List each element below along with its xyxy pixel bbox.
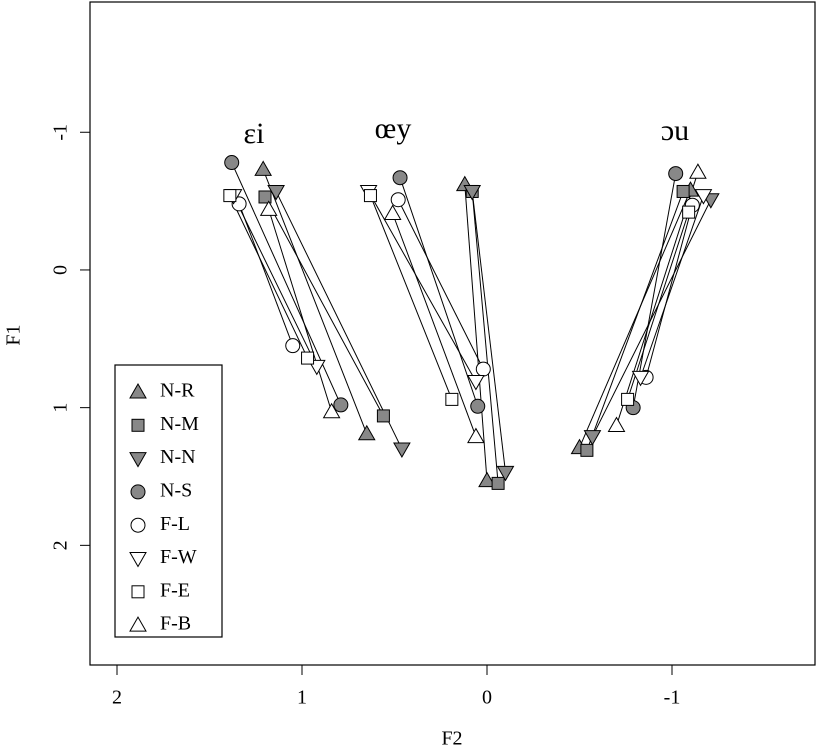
trajectory-line: [229, 195, 309, 359]
point: [224, 155, 240, 171]
y-tick-label: -1: [50, 124, 72, 141]
legend-marker: [129, 452, 147, 468]
point: [689, 163, 707, 179]
trajectory-line: [586, 191, 684, 451]
legend-marker: [129, 552, 147, 568]
point: [694, 189, 713, 205]
legend-label: F-L: [160, 513, 190, 535]
point: [478, 471, 496, 488]
trajectory-line: [579, 189, 691, 448]
plot-frame: [89, 1, 816, 666]
trajectory-line: [397, 199, 484, 370]
legend-label: N-M: [160, 413, 199, 435]
trajectory-line: [275, 191, 403, 450]
point: [491, 476, 505, 490]
legend-label: N-S: [160, 479, 192, 501]
trajectory-line: [369, 195, 453, 400]
trajectory-line: [392, 213, 477, 437]
point: [223, 189, 237, 203]
point: [607, 416, 626, 433]
point: [676, 184, 690, 198]
legend-label: F-B: [160, 613, 191, 635]
point: [467, 374, 485, 391]
point: [390, 192, 406, 208]
y-tick-label: 2: [50, 540, 72, 550]
trajectory-line: [471, 191, 506, 473]
point: [475, 361, 491, 377]
trajectory-line: [464, 184, 488, 481]
trajectory-line: [640, 195, 704, 378]
annotation: œy: [375, 112, 412, 145]
legend-marker: [130, 517, 146, 533]
point: [333, 397, 349, 413]
y-axis-title: F1: [3, 324, 25, 345]
point: [445, 392, 459, 406]
point: [258, 190, 272, 204]
point: [392, 170, 408, 186]
y-tick-label: 1: [50, 403, 72, 413]
point: [631, 370, 650, 387]
legend-marker: [130, 484, 146, 500]
trajectory-line: [238, 203, 294, 346]
point: [393, 442, 411, 458]
trajectory-line: [471, 191, 499, 484]
trajectory-line: [645, 205, 693, 378]
legend-label: N-R: [160, 380, 195, 402]
x-tick-label: 0: [482, 687, 492, 709]
trajectory-line: [233, 195, 318, 367]
legend-label: F-E: [160, 579, 190, 601]
trajectory-line: [627, 211, 690, 400]
legend-marker: [129, 382, 147, 399]
x-axis-title: F2: [441, 728, 462, 750]
trajectory-line: [592, 199, 712, 437]
point: [682, 205, 696, 219]
trajectory-line: [262, 169, 368, 434]
point: [254, 160, 273, 176]
trajectory-line: [632, 173, 677, 408]
point: [583, 430, 602, 446]
point: [470, 398, 486, 414]
point: [383, 204, 402, 220]
y-tick-label: 0: [50, 265, 72, 275]
x-tick-label: 1: [297, 687, 307, 709]
x-tick-label: 2: [112, 687, 122, 709]
point: [363, 189, 377, 203]
annotation: εi: [244, 117, 265, 150]
point: [496, 465, 515, 482]
point: [285, 338, 301, 354]
point: [322, 402, 341, 419]
point: [467, 427, 485, 444]
legend-marker: [131, 585, 145, 599]
point: [357, 424, 376, 441]
trajectory-line: [264, 196, 384, 417]
point: [259, 200, 278, 216]
point: [267, 184, 285, 201]
trajectory-line: [368, 191, 477, 382]
point: [463, 184, 482, 201]
point: [668, 166, 684, 182]
point: [376, 409, 390, 423]
point: [580, 443, 594, 457]
trajectory-line: [231, 162, 342, 406]
legend-label: N-N: [160, 446, 196, 468]
trajectory-line: [268, 209, 333, 412]
point: [621, 392, 635, 406]
annotation: ɔu: [661, 114, 689, 147]
legend-marker: [131, 418, 145, 432]
x-tick-label: -1: [664, 687, 681, 709]
legend-marker: [129, 616, 147, 632]
legend-label: F-W: [160, 546, 197, 568]
point: [301, 351, 315, 365]
trajectory-line: [399, 177, 479, 407]
